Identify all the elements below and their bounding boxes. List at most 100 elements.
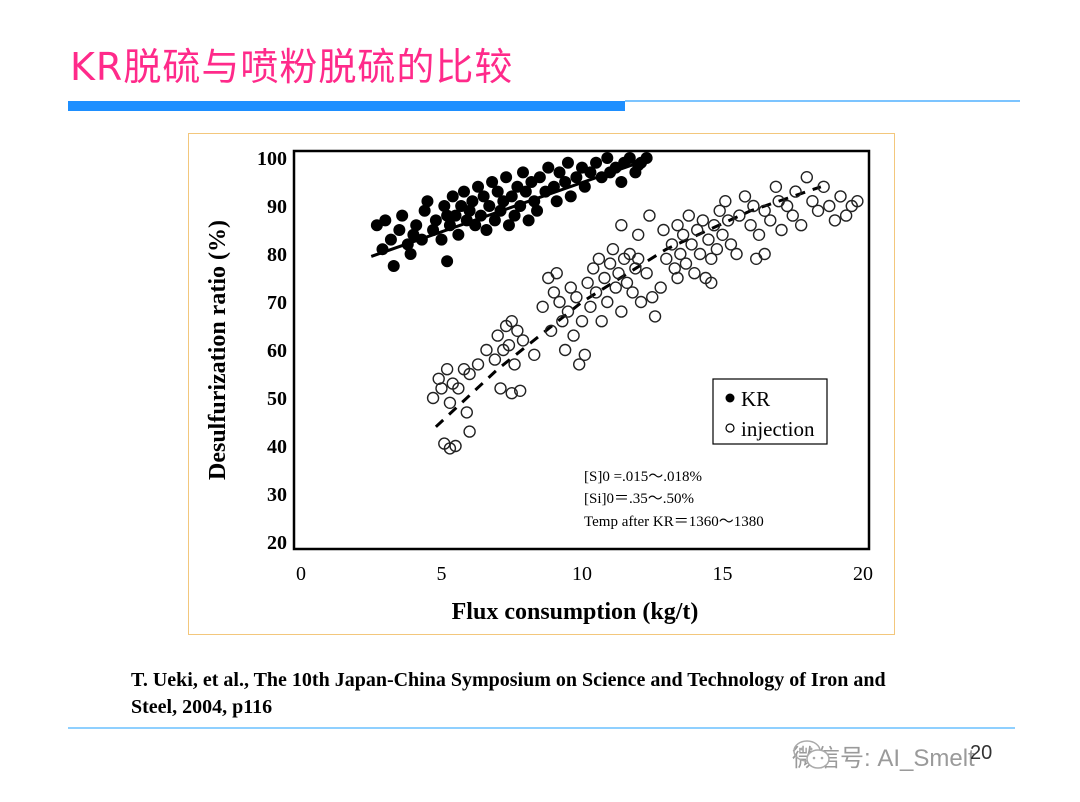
injection-point: [769, 180, 783, 193]
kr-point: [494, 204, 507, 217]
injection-point: [696, 214, 710, 227]
kr-point: [469, 219, 482, 232]
kr-point: [500, 171, 513, 184]
injection-point: [730, 247, 743, 261]
kr-point: [387, 260, 400, 272]
y-tick-label: 100: [257, 148, 287, 170]
injection-point: [758, 247, 771, 261]
injection-point: [747, 199, 760, 213]
title-divider: [625, 100, 1020, 102]
kr-point: [486, 176, 499, 188]
injection-point: [657, 223, 670, 237]
injection-point: [823, 199, 836, 213]
kr-point: [449, 209, 462, 222]
injection-point: [488, 353, 502, 366]
injection-point: [679, 257, 693, 270]
injection-point: [648, 310, 662, 323]
injection-point: [553, 295, 566, 309]
legend-box: [712, 378, 828, 445]
injection-point: [516, 334, 530, 347]
kr-point: [542, 161, 555, 174]
x-tick-label: 0: [296, 563, 306, 585]
kr-point: [564, 190, 577, 203]
kr-point: [519, 185, 532, 198]
injection-point: [691, 223, 704, 237]
y-tick-label: 50: [267, 388, 287, 410]
title-accent-bar: [68, 101, 625, 111]
injection-point: [471, 358, 485, 371]
injection-point: [794, 218, 808, 232]
injection-point: [550, 266, 563, 280]
citation: T. Ueki, et al., The 10th Japan-China Sy…: [131, 667, 1011, 721]
injection-point: [671, 218, 684, 232]
kr-point: [632, 159, 645, 172]
injection-point: [511, 324, 524, 338]
injection-point: [584, 300, 597, 314]
injection-point: [575, 314, 589, 328]
kr-point: [472, 180, 485, 193]
injection-point: [634, 295, 648, 309]
watermark: 微信号: AI_Smelt: [792, 738, 975, 773]
injection-point: [839, 209, 853, 222]
injection-point: [834, 190, 847, 203]
kr-point: [396, 209, 409, 222]
injection-point: [646, 290, 659, 304]
kr-point: [384, 233, 397, 246]
legend-marker-injection: [725, 423, 735, 433]
annotation-sulfur: [S]0 =.015～.018%: [584, 469, 702, 485]
x-tick-label: 10: [572, 563, 592, 585]
kr-point: [623, 152, 636, 164]
kr-point: [483, 200, 496, 212]
injection-point: [702, 233, 715, 246]
slide-title: KR脱硫与喷粉脱硫的比较: [70, 45, 514, 89]
x-tick-label: 5: [437, 563, 447, 585]
kr-point: [379, 214, 392, 227]
injection-point: [587, 262, 600, 275]
injection-point: [440, 362, 454, 376]
injection-point: [567, 329, 580, 342]
injection-point: [443, 442, 457, 455]
y-tick-label: 80: [267, 244, 287, 266]
injection-point: [612, 266, 625, 280]
injection-point: [643, 209, 656, 222]
y-tick-label: 30: [267, 484, 287, 506]
injection-point: [744, 218, 757, 232]
injection-point: [502, 338, 516, 352]
kr-point: [491, 185, 504, 198]
kr-point: [640, 152, 653, 164]
kr-point: [533, 171, 546, 184]
kr-point: [457, 185, 470, 198]
injection-point: [561, 305, 575, 318]
y-axis-label: Desulfurization ratio (%): [205, 220, 231, 480]
kr-point: [443, 219, 456, 232]
injection-point: [733, 209, 746, 222]
injection-point: [786, 209, 799, 222]
injection-point: [592, 252, 606, 266]
injection-point: [558, 343, 572, 357]
y-tick-label: 90: [267, 196, 287, 218]
citation-line-1: T. Ueki, et al., The 10th Japan-China Sy…: [131, 669, 886, 691]
kr-point: [508, 209, 521, 222]
y-tick-label: 60: [267, 340, 287, 362]
kr-point: [404, 248, 417, 260]
injection-point: [578, 348, 592, 362]
y-tick-label: 20: [267, 532, 287, 554]
injection-point: [632, 228, 645, 242]
injection-point: [713, 204, 726, 218]
injection-point: [640, 266, 653, 280]
injection-point: [564, 281, 577, 294]
injection-point: [452, 382, 465, 395]
annotation-temperature: Temp after KR＝1360～1380: [584, 514, 764, 530]
y-tick-label: 70: [267, 292, 287, 314]
injection-point: [595, 314, 608, 328]
injection-point: [463, 425, 476, 438]
injection-point: [721, 214, 735, 227]
kr-point: [421, 195, 434, 208]
kr-point: [488, 214, 501, 227]
kr-point: [561, 156, 574, 169]
x-tick-label: 20: [853, 563, 873, 585]
injection-point: [615, 218, 628, 232]
injection-point: [724, 238, 738, 251]
injection-point: [542, 271, 555, 285]
kr-point: [441, 255, 454, 268]
